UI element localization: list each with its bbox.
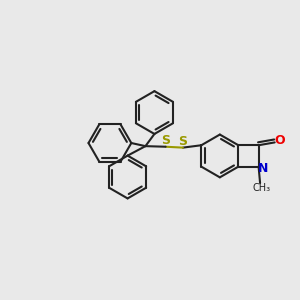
Text: S: S [178,135,187,148]
Text: N: N [258,162,268,175]
Text: O: O [275,134,285,147]
Text: CH₃: CH₃ [253,183,271,193]
Text: S: S [161,134,170,147]
